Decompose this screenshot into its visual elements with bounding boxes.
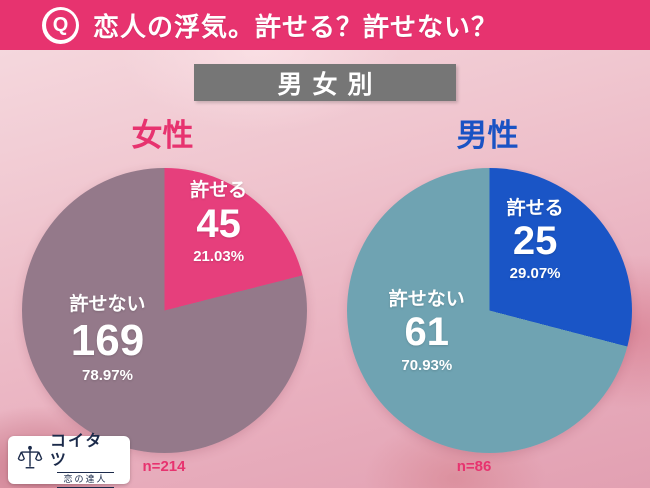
- slice-value: 61: [404, 310, 450, 355]
- group-title-women: 女性: [131, 118, 194, 153]
- sample-size-men: n=86: [456, 458, 492, 475]
- group-titles: 女性 男性: [0, 110, 650, 155]
- slice-women-not-forgive: 許せない 169 78.97%: [69, 293, 145, 385]
- slice-label: 許せない: [388, 288, 465, 310]
- group-title-men: 男性: [456, 118, 519, 153]
- slice-percent: 70.93%: [401, 356, 453, 374]
- slice-label: 許せる: [506, 197, 564, 219]
- header-bar: Q 恋人の浮気。許せる？許せない？: [0, 0, 650, 50]
- slice-percent: 21.03%: [193, 248, 245, 266]
- slice-value: 169: [70, 316, 145, 366]
- brand-logo: コイタツ 恋の達人: [8, 433, 130, 488]
- pie-chart-row: 許せる 45 21.03% 許せない 169 78.97% 許せる 25 29.…: [22, 168, 632, 453]
- slice-value: 25: [512, 219, 558, 264]
- brand-name: コイタツ: [50, 432, 104, 470]
- sample-size-women: n=214: [142, 458, 186, 475]
- banner: 男女別: [194, 64, 456, 101]
- slice-value: 45: [196, 202, 241, 247]
- q-logo-badge: Q: [42, 6, 79, 44]
- banner-label: 男女別: [277, 70, 383, 99]
- pie-chart-women: 許せる 45 21.03% 許せない 169 78.97%: [22, 168, 307, 453]
- slice-percent: 78.97%: [82, 366, 133, 384]
- page-title: 恋人の浮気。許せる？許せない？: [93, 11, 499, 42]
- slice-percent: 29.07%: [509, 265, 561, 283]
- pie-chart-men: 許せる 25 29.07% 許せない 61 70.93%: [347, 168, 632, 453]
- slice-men-forgive: 許せる 25 29.07%: [507, 197, 564, 285]
- q-logo-icon: Q: [45, 10, 76, 40]
- brand-text-block: コイタツ 恋の達人: [50, 432, 121, 488]
- brand-tagline: 恋の達人: [57, 472, 114, 488]
- scales-icon: [17, 445, 43, 476]
- slice-label: 許せる: [190, 180, 248, 202]
- slice-women-forgive: 許せる 45 21.03%: [190, 179, 247, 267]
- slice-label: 許せない: [69, 294, 146, 316]
- slice-men-not-forgive: 許せない 61 70.93%: [389, 288, 465, 376]
